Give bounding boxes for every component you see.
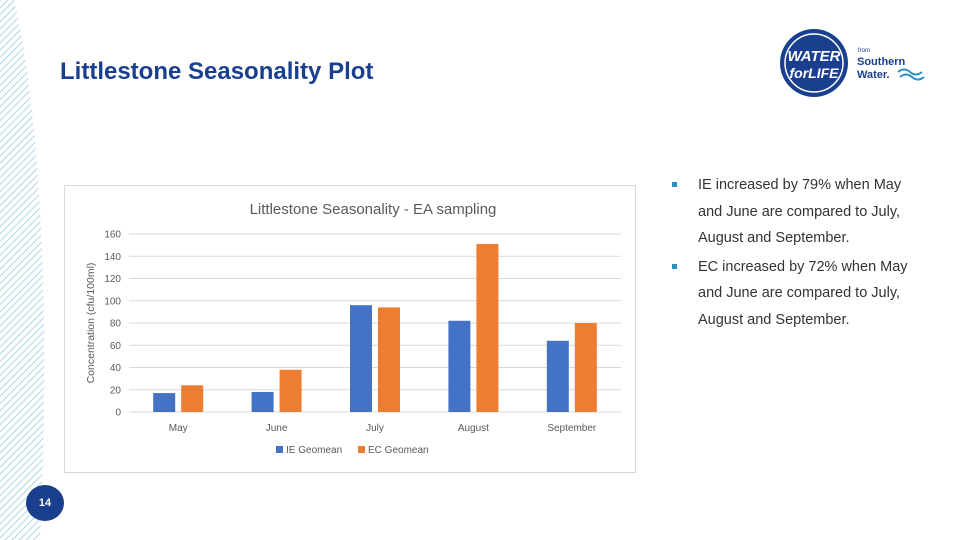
- y-tick-label: 40: [110, 363, 122, 374]
- legend-label: EC Geomean: [368, 445, 429, 456]
- x-tick-label: May: [169, 423, 188, 434]
- bar-ec-geomean: [476, 244, 499, 412]
- bullet-list: IE increased by 79% when May and June ar…: [672, 172, 912, 335]
- x-tick-label: September: [547, 423, 597, 434]
- chart-title: Littlestone Seasonality - EA sampling: [250, 201, 497, 218]
- logo-text-water: WATER: [787, 48, 840, 65]
- bullet-text-ie: IE increased by 79% when May and June ar…: [698, 177, 902, 246]
- bullet-item: EC increased by 72% when May and June ar…: [672, 254, 912, 334]
- bullet-text-ec: EC increased by 72% when May and June ar…: [698, 258, 908, 328]
- y-tick-label: 100: [104, 296, 121, 307]
- bar-ie-geomean: [153, 393, 176, 412]
- chart-container: Littlestone Seasonality - EA sampling 0 20…: [64, 185, 636, 473]
- seasonality-bar-chart: Littlestone Seasonality - EA sampling 0 20…: [85, 201, 621, 456]
- y-tick-label: 20: [110, 385, 122, 396]
- logo-text-from: from: [858, 48, 870, 54]
- decorative-stripe-band: [0, 0, 45, 540]
- y-tick-label: 60: [110, 341, 122, 352]
- legend-label: IE Geomean: [286, 445, 342, 456]
- bar-ie-geomean: [350, 305, 372, 412]
- page-number-badge: 14: [26, 485, 64, 521]
- y-tick-label: 80: [110, 319, 122, 330]
- logo-text-water-brand: Water.: [857, 69, 890, 81]
- logo-text-southern: Southern: [857, 56, 906, 68]
- legend-swatch: [276, 446, 283, 453]
- page-title: Littlestone Seasonality Plot: [60, 58, 374, 85]
- bar-ec-geomean: [574, 323, 597, 412]
- y-tick-label: 0: [115, 408, 121, 419]
- x-tick-label: August: [458, 423, 489, 434]
- y-tick-label: 160: [104, 230, 121, 241]
- bar-ec-geomean: [378, 307, 400, 412]
- x-tick-label: July: [366, 423, 384, 434]
- bar-ie-geomean: [251, 391, 274, 412]
- y-axis-label: Concentration (cfu/100ml): [85, 263, 97, 384]
- bar-ie-geomean: [448, 320, 471, 412]
- legend-swatch: [358, 446, 365, 453]
- x-tick-label: June: [266, 423, 288, 434]
- bullet-square-icon: [672, 263, 677, 269]
- bullet-item: IE increased by 79% when May and June ar…: [672, 172, 912, 252]
- bar-ie-geomean: [546, 340, 569, 412]
- water-for-life-logo: WATER forLIFE from Southern Water.: [780, 29, 925, 97]
- bullet-square-icon: [672, 182, 677, 187]
- y-tick-label: 120: [104, 274, 121, 285]
- bar-ec-geomean: [181, 385, 204, 412]
- logo-text-forlife: forLIFE: [790, 65, 840, 81]
- bar-ec-geomean: [279, 369, 302, 412]
- y-tick-label: 140: [104, 252, 121, 263]
